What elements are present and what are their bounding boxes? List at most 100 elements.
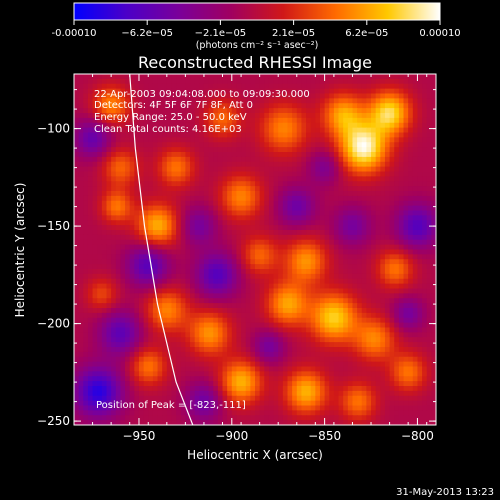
heatmap-cell	[101, 147, 108, 153]
heatmap-cell	[389, 288, 395, 294]
heatmap-cell	[403, 244, 409, 251]
heatmap-cell	[408, 351, 414, 358]
heatmap-cell	[171, 264, 177, 270]
heatmap-cell	[134, 259, 140, 265]
heatmap-cell	[231, 264, 238, 270]
heatmap-cell	[389, 254, 395, 260]
heatmap-cell	[343, 98, 349, 104]
heatmap-cell	[190, 225, 196, 231]
heatmap-cell	[264, 254, 270, 260]
heatmap-cell	[412, 215, 419, 221]
heatmap-cell	[389, 166, 395, 173]
heatmap-cell	[264, 176, 270, 182]
heatmap-cell	[87, 249, 94, 255]
heatmap-cell	[264, 161, 270, 168]
heatmap-cell	[398, 356, 405, 363]
heatmap-cell	[74, 342, 80, 348]
heatmap-cell	[333, 230, 340, 236]
heatmap-cell	[115, 122, 122, 129]
heatmap-cell	[282, 93, 289, 99]
heatmap-cell	[310, 176, 316, 182]
heatmap-cell	[375, 361, 381, 368]
heatmap-cell	[129, 225, 135, 231]
heatmap-cell	[171, 74, 177, 80]
heatmap-cell	[343, 113, 349, 119]
heatmap-cell	[194, 132, 200, 138]
heatmap-cell	[78, 74, 84, 80]
heatmap-cell	[171, 88, 177, 95]
heatmap-cell	[287, 98, 293, 104]
heatmap-cell	[152, 347, 159, 353]
heatmap-cell	[371, 205, 377, 212]
heatmap-cell	[417, 230, 423, 236]
heatmap-cell	[213, 166, 219, 173]
heatmap-cell	[296, 147, 303, 153]
heatmap-cell	[259, 132, 265, 138]
heatmap-cell	[422, 166, 428, 173]
heatmap-cell	[324, 361, 330, 368]
heatmap-cell	[190, 122, 196, 129]
heatmap-cell	[250, 381, 256, 387]
heatmap-cell	[250, 195, 256, 202]
heatmap-cell	[245, 312, 251, 319]
heatmap-cell	[101, 176, 108, 182]
heatmap-cell	[282, 308, 289, 314]
heatmap-cell	[329, 166, 335, 173]
heatmap-cell	[278, 142, 284, 148]
heatmap-cell	[97, 176, 103, 182]
heatmap-cell	[403, 351, 409, 358]
heatmap-cell	[324, 113, 330, 119]
heatmap-cell	[78, 347, 84, 353]
heatmap-cell	[310, 269, 316, 275]
heatmap-cell	[106, 132, 112, 138]
heatmap-cell	[101, 166, 108, 173]
heatmap-cell	[148, 137, 154, 143]
heatmap-cell	[273, 259, 279, 265]
heatmap-cell	[287, 347, 293, 353]
heatmap-cell	[162, 283, 168, 290]
heatmap-cell	[310, 200, 316, 207]
heatmap-cell	[278, 191, 284, 197]
heatmap-cell	[389, 74, 395, 80]
heatmap-cell	[245, 181, 251, 187]
heatmap-cell	[152, 327, 159, 333]
heatmap-cell	[412, 347, 419, 353]
heatmap-cell	[217, 122, 224, 129]
heatmap-cell	[361, 327, 367, 333]
heatmap-cell	[92, 254, 98, 260]
heatmap-cell	[208, 288, 214, 294]
heatmap-cell	[236, 234, 242, 241]
heatmap-cell	[329, 239, 335, 246]
heatmap-cell	[259, 351, 265, 358]
heatmap-cell	[412, 205, 419, 212]
heatmap-cell	[333, 156, 340, 163]
heatmap-cell	[333, 166, 340, 173]
heatmap-cell	[199, 234, 205, 241]
heatmap-cell	[199, 103, 205, 109]
heatmap-cell	[282, 200, 289, 207]
heatmap-cell	[176, 152, 182, 158]
heatmap-cell	[343, 195, 349, 202]
heatmap-cell	[203, 147, 210, 153]
heatmap-cell	[315, 127, 321, 134]
heatmap-cell	[371, 171, 377, 177]
heatmap-cell	[101, 181, 108, 187]
heatmap-cell	[296, 195, 303, 202]
heatmap-cell	[352, 342, 358, 348]
heatmap-cell	[176, 142, 182, 148]
heatmap-cell	[422, 259, 428, 265]
heatmap-cell	[268, 254, 275, 260]
heatmap-cell	[199, 127, 205, 134]
heatmap-cell	[245, 152, 251, 158]
heatmap-cell	[227, 337, 233, 343]
heatmap-cell	[431, 356, 436, 363]
heatmap-cell	[190, 98, 196, 104]
heatmap-cell	[417, 215, 423, 221]
heatmap-cell	[245, 273, 251, 280]
heatmap-cell	[208, 176, 214, 182]
heatmap-cell	[347, 293, 354, 299]
heatmap-cell	[231, 298, 238, 304]
heatmap-cell	[287, 273, 293, 280]
heatmap-cell	[227, 88, 233, 95]
heatmap-cell	[92, 283, 98, 290]
